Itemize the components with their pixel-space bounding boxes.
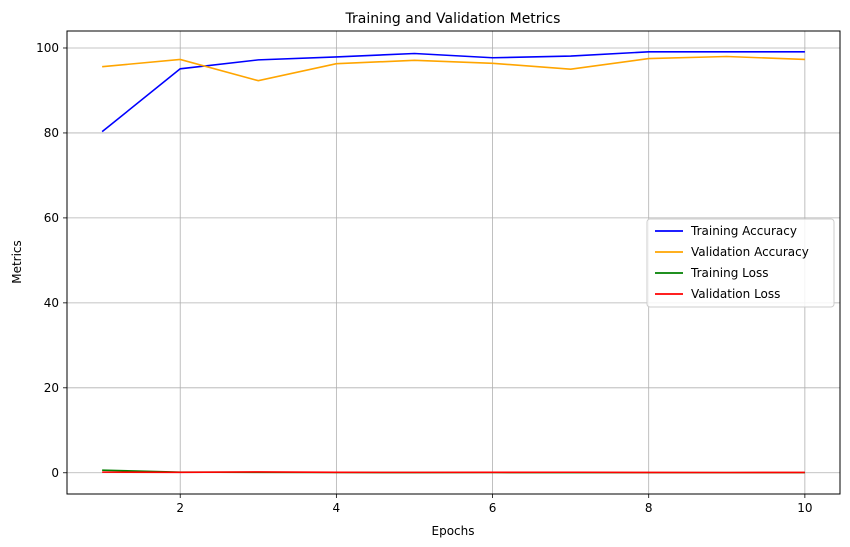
- legend: Training Accuracy Validation Accuracy Trai…: [646, 218, 835, 308]
- legend-label-validation-accuracy: Validation Accuracy: [691, 245, 809, 259]
- series-line-validation-accuracy: [102, 55, 805, 82]
- series-line-validation-loss: [102, 471, 805, 474]
- plot-frame: [66, 30, 841, 495]
- y-tick-label: 60: [44, 211, 59, 225]
- legend-box: [646, 218, 835, 308]
- legend-label-validation-loss: Validation Loss: [691, 287, 780, 301]
- x-tick-label: 6: [489, 501, 497, 515]
- y-tick-label: 100: [36, 41, 59, 55]
- series-lines: [101, 51, 805, 474]
- x-tick-label: 4: [333, 501, 341, 515]
- x-tick-label: 2: [176, 501, 184, 515]
- legend-label-training-loss: Training Loss: [690, 266, 768, 280]
- y-tick-label: 20: [44, 381, 59, 395]
- y-tick-label: 80: [44, 126, 59, 140]
- y-tick-label: 0: [51, 466, 59, 480]
- series-line-training-accuracy: [101, 51, 805, 133]
- y-tick-label: 40: [44, 296, 59, 310]
- x-tick-label: 10: [797, 501, 812, 515]
- x-tick-label: 8: [645, 501, 653, 515]
- chart-title: Training and Validation Metrics: [345, 11, 561, 27]
- y-axis-label: Metrics: [10, 240, 24, 284]
- legend-label-training-accuracy: Training Accuracy: [690, 224, 797, 238]
- x-axis-label: Epochs: [432, 524, 475, 538]
